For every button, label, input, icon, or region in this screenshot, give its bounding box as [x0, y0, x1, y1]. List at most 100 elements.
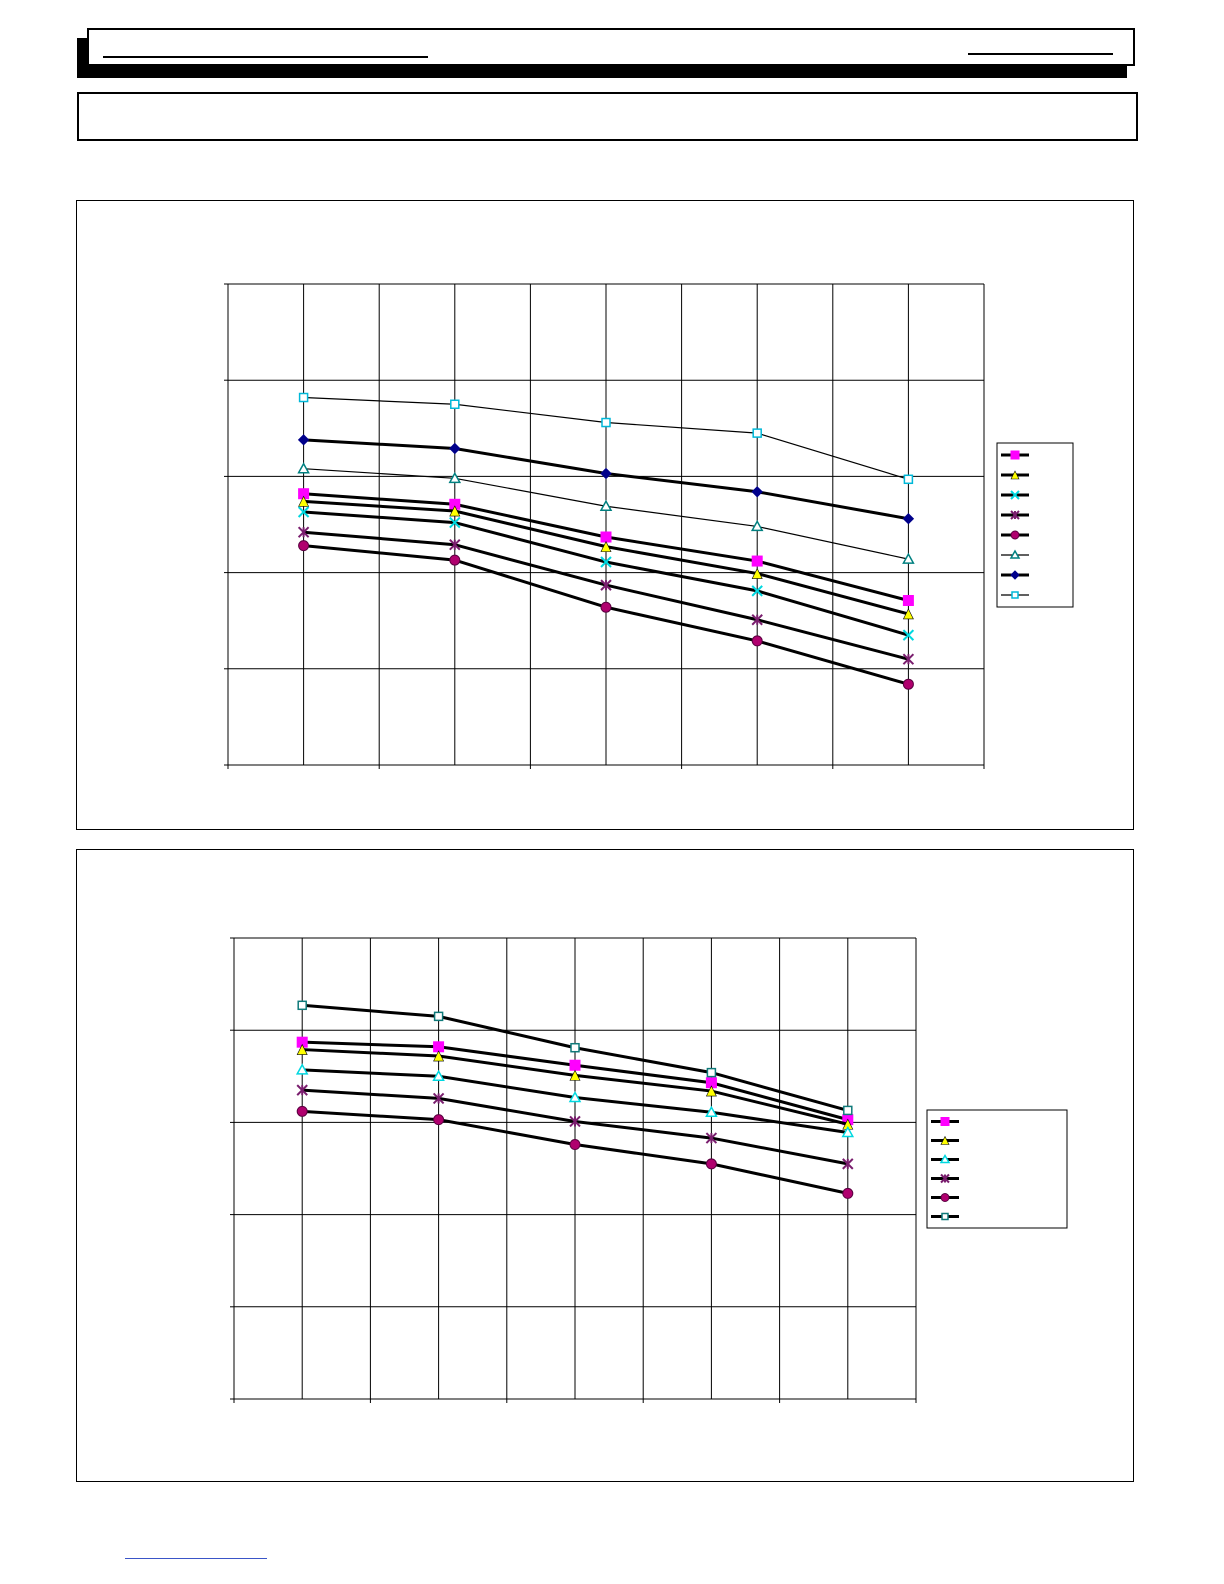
chart2-series-2-point: [296, 1043, 308, 1055]
legend-swatch-marker: [940, 1173, 950, 1184]
chart2-series-1-point: [569, 1059, 581, 1071]
chart2-series-5-point: [569, 1139, 581, 1151]
chart1-series-8-point: [752, 428, 762, 438]
chart1-series-7-point: [751, 486, 763, 498]
chart1-series-4-point: [751, 614, 763, 626]
legend-swatch-marker: [1010, 470, 1020, 480]
chart1-series-4-point: [297, 526, 310, 538]
legend-swatch-marker: [1011, 591, 1019, 599]
chart2-series-2-point: [705, 1085, 717, 1097]
chart2-series-2-point: [433, 1050, 445, 1062]
legend-swatch-marker: [1010, 510, 1020, 520]
grid-lines: [227, 283, 985, 766]
chart2-series-1-point: [433, 1041, 445, 1053]
chart1-series-3-point: [902, 629, 915, 641]
chart1-series-7-point: [902, 513, 915, 525]
chart1-series-3-point: [751, 585, 763, 597]
chart2-series-3-point: [432, 1069, 445, 1082]
chart2-series-5: [296, 1105, 854, 1199]
chart2-series-5-point: [705, 1158, 717, 1170]
chart1-series-7-point: [449, 442, 461, 455]
legend-swatch-marker: [1009, 549, 1021, 559]
chart2-series-6-point: [570, 1042, 580, 1053]
chart1-series-2-point: [751, 567, 763, 579]
chart1-series-3-point: [600, 556, 612, 568]
chart2-series-3-point: [705, 1105, 718, 1118]
legend-swatch-marker: [1010, 490, 1020, 500]
line-chart-2: [230, 937, 1068, 1403]
header-rule-left: [103, 56, 428, 58]
legend-entry: [931, 1173, 959, 1184]
chart1-series-4-point: [600, 579, 612, 591]
chart1-series-5-point: [449, 554, 461, 566]
legend-entry: [931, 1153, 959, 1164]
chart1-series-4: [297, 526, 915, 665]
chart1-series-3: [297, 506, 915, 641]
axis-ticks: [224, 283, 985, 769]
legend-entry: [931, 1212, 959, 1221]
chart1-series-4-point: [449, 538, 461, 551]
chart1-series-8-point: [601, 417, 611, 428]
chart2-legend: [926, 1109, 1068, 1229]
chart1-series-2-point: [298, 495, 310, 507]
chart1-series-5-point: [298, 540, 310, 552]
legend-box: [996, 442, 1074, 608]
chart1-series-5-point: [751, 635, 763, 647]
footer-link[interactable]: [125, 1558, 267, 1559]
legend-entry: [931, 1117, 959, 1126]
chart1-series-2-point: [600, 540, 612, 552]
chart2-series-3-point: [568, 1090, 582, 1103]
chart1-series-2-point: [449, 505, 461, 517]
header-rule-right: [968, 53, 1113, 55]
legend-entry: [1001, 510, 1029, 520]
legend-swatch-marker: [1010, 530, 1020, 540]
chart2-series-2-point: [569, 1069, 581, 1081]
legend-swatch-marker: [940, 1135, 950, 1145]
axis-ticks: [230, 937, 917, 1403]
chart1-series-1-point: [902, 594, 914, 606]
chart1-series-5-point: [902, 678, 914, 690]
chart1-series-6: [297, 462, 915, 564]
chart2-series-6: [297, 1000, 853, 1116]
legend-entry: [931, 1193, 959, 1202]
chart2-series-6-point: [843, 1105, 853, 1116]
legend-entry: [931, 1135, 959, 1145]
chart2-series-4-point: [705, 1132, 718, 1144]
chart1-series-2: [298, 495, 914, 620]
legend-entry: [1001, 530, 1029, 540]
chart1-series-6-point: [599, 499, 613, 511]
chart1-series-5: [298, 540, 914, 690]
page-header: [87, 28, 1135, 66]
chart2-series-4: [296, 1084, 854, 1170]
chart2-series-5-point: [433, 1114, 445, 1126]
chart1-series-8-point: [450, 399, 460, 409]
chart2-series-5-point: [842, 1187, 854, 1199]
chart1-series-7: [297, 434, 915, 525]
chart2-series-6-point: [433, 1011, 444, 1022]
legend-box: [926, 1109, 1068, 1229]
legend-swatch-marker: [941, 1212, 949, 1221]
chart2-series-6-point: [706, 1067, 717, 1078]
chart1-series-4-point: [902, 653, 915, 665]
chart2-series-3-point: [295, 1063, 309, 1075]
chart1-series-6-point: [448, 471, 462, 484]
legend-entry: [1001, 570, 1029, 580]
chart2-series-4-point: [296, 1084, 308, 1096]
chart1-series-6-point: [297, 462, 310, 474]
legend-swatch-marker: [940, 1193, 950, 1202]
chart1-series-2-point: [902, 608, 914, 620]
legend-swatch-marker: [940, 1117, 950, 1126]
chart1-series-1-point: [751, 555, 763, 567]
chart2-series-4-point: [842, 1158, 854, 1170]
legend-entry: [1001, 470, 1029, 480]
legend-swatch-marker: [1010, 570, 1020, 580]
line-chart-1: [224, 283, 1074, 769]
chart1-series-6-point: [750, 519, 764, 532]
chart1-series-1-point: [600, 531, 612, 543]
chart1-series-3-point: [449, 516, 461, 529]
chart1-series-6-point: [902, 552, 915, 564]
chart1-series-8-point: [903, 474, 914, 485]
chart-panel-1: [76, 200, 1134, 830]
chart1-series-3-point: [297, 506, 310, 518]
legend-entry: [1001, 490, 1029, 500]
